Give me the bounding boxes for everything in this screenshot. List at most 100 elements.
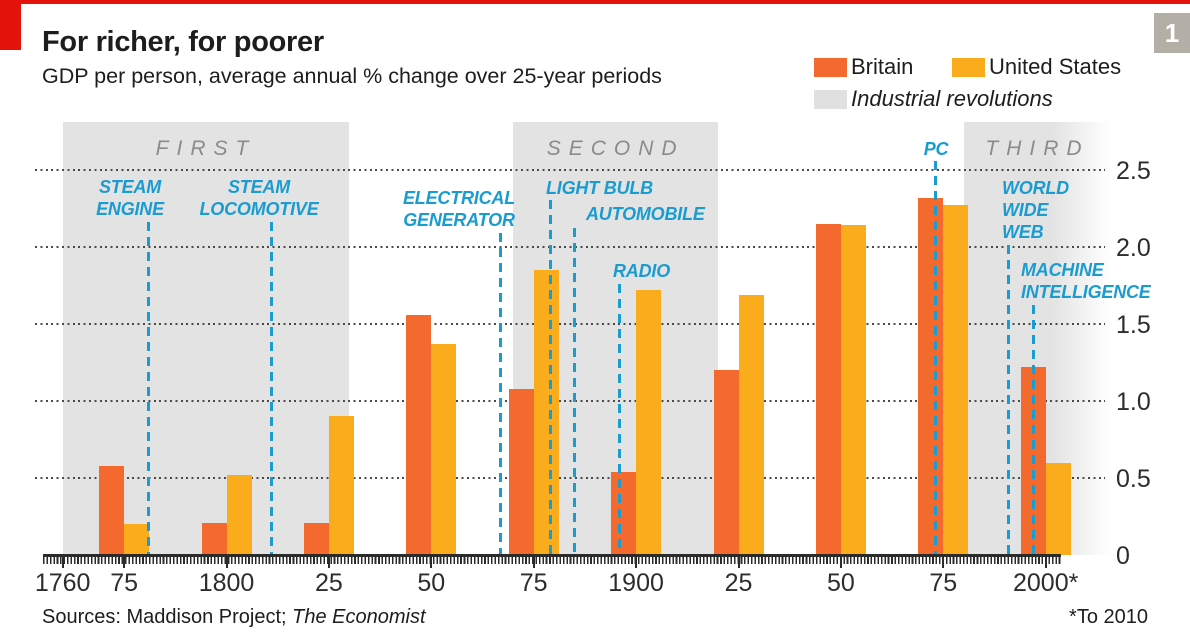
gridline-1.0 [35, 400, 1105, 402]
x-axis-label-1975: 75 [929, 569, 958, 597]
invention-marker-automobile [573, 228, 577, 555]
x-axis-label-1825: 25 [314, 569, 343, 597]
x-axis-label-1850: 50 [417, 569, 446, 597]
invention-label-line: GENERATOR [403, 210, 515, 230]
band-label-first: FIRST [155, 137, 257, 160]
top-red-rule [0, 0, 1190, 4]
bar-britain-1850 [406, 314, 432, 555]
x-axis-major-tick-1850 [430, 556, 433, 568]
x-axis-major-tick-1775 [123, 556, 126, 568]
bar-united-states-1925 [738, 294, 764, 555]
bar-united-states-1900 [636, 290, 662, 555]
invention-label-line: LIGHT BULB [546, 178, 653, 198]
y-axis-label-1.0: 1.0 [1116, 388, 1151, 416]
invention-marker-steam-locomotive [270, 222, 274, 555]
legend-label-britain: Britain [851, 54, 914, 79]
x-axis-major-tick-1760 [61, 556, 64, 568]
x-axis-label-1875: 75 [519, 569, 548, 597]
bar-united-states-1875 [533, 270, 559, 555]
x-axis-major-tick-1925 [737, 556, 740, 568]
bar-united-states-1775 [124, 524, 150, 555]
invention-label-line: STEAM [227, 177, 290, 197]
invention-marker-light-bulb [548, 200, 552, 555]
sources-publication: The Economist [292, 606, 426, 628]
invention-label-pc: PC [826, 138, 1046, 160]
x-axis-label-1925: 25 [724, 569, 753, 597]
bar-united-states-1850 [431, 344, 457, 555]
bar-united-states-1825 [328, 416, 354, 555]
invention-label-light-bulb: LIGHT BULB [546, 177, 776, 199]
x-axis-major-tick-1950 [839, 556, 842, 568]
bar-britain-1950 [815, 223, 841, 555]
gridline-2.0 [35, 246, 1105, 248]
invention-label-radio: RADIO [613, 260, 843, 282]
x-axis-label-1900: 1900 [608, 569, 664, 597]
invention-marker-electrical-generator [499, 233, 503, 555]
invention-marker-steam-engine [147, 222, 151, 555]
bar-britain-1775 [99, 465, 125, 555]
invention-label-line: MACHINE [1021, 260, 1104, 280]
invention-label-steam-engine: STEAM ENGINE [20, 176, 240, 220]
legend-label-united-states: United States [989, 54, 1122, 79]
sources-text: Sources: Maddison Project; [42, 606, 293, 628]
invention-label-line: LOCOMOTIVE [199, 199, 319, 219]
bar-britain-1875 [508, 388, 534, 555]
invention-label-line: INTELLIGENCE [1021, 282, 1151, 302]
y-axis-label-0.5: 0.5 [1116, 465, 1151, 493]
band-label-third: THIRD [985, 137, 1090, 160]
gridline-1.5 [35, 323, 1105, 325]
band-label-second: SECOND [546, 137, 685, 160]
chart-subtitle: GDP per person, average annual % change … [42, 64, 662, 88]
invention-label-line: WORLD [1002, 178, 1069, 198]
bar-united-states-2000 [1045, 462, 1071, 555]
chart-title: For richer, for poorer [42, 26, 324, 58]
x-axis-major-tick-1900 [635, 556, 638, 568]
invention-label-automobile: AUTOMOBILE [586, 203, 816, 225]
legend-label-industrial-revolutions: Industrial revolutions [851, 86, 1053, 111]
invention-label-line: STEAM [98, 177, 161, 197]
invention-label-line: WEB [1002, 222, 1044, 242]
invention-label-line: AUTOMOBILE [586, 204, 705, 224]
bar-united-states-1975 [943, 205, 969, 555]
invention-label-line: PC [923, 139, 949, 159]
x-axis-minor-ticks [43, 556, 1061, 564]
x-axis-major-tick-1800 [225, 556, 228, 568]
x-axis-major-tick-1975 [942, 556, 945, 568]
x-axis-label-2000: 2000* [1013, 569, 1079, 597]
x-axis-label-1950: 50 [826, 569, 855, 597]
x-axis-label-1775: 75 [110, 569, 138, 597]
bar-britain-1975 [918, 197, 944, 555]
x-axis-major-tick-2000 [1044, 556, 1047, 568]
page-number-badge: 1 [1154, 13, 1190, 53]
bar-united-states-1800 [226, 474, 252, 555]
invention-label-line: ELECTRICAL [403, 188, 515, 208]
y-axis-label-2.0: 2.0 [1116, 234, 1151, 262]
y-axis-label-2.5: 2.5 [1116, 157, 1151, 185]
footnote: *To 2010 [1069, 606, 1148, 628]
bar-britain-1800 [201, 522, 227, 555]
bar-united-states-1950 [840, 225, 866, 555]
legend-swatch-industrial-revolutions [814, 90, 847, 109]
invention-label-line: RADIO [613, 261, 670, 281]
invention-marker-radio [618, 284, 622, 555]
x-axis-major-tick-1875 [532, 556, 535, 568]
x-axis-line [43, 554, 1061, 557]
invention-marker-machine-intelligence [1031, 305, 1035, 555]
invention-marker-pc [933, 161, 937, 555]
x-axis-major-tick-1825 [327, 556, 330, 568]
invention-label-line: WIDE [1002, 200, 1049, 220]
invention-marker-world-wide-web [1007, 245, 1011, 555]
invention-label-line: ENGINE [96, 199, 164, 219]
gridline-0.5 [35, 477, 1105, 479]
x-axis-label-1800: 1800 [198, 569, 255, 597]
invention-label-electrical-generator: ELECTRICAL GENERATOR [349, 187, 569, 231]
legend-swatch-united-states [952, 58, 985, 77]
bar-britain-1925 [713, 370, 739, 555]
bar-britain-1825 [303, 522, 329, 555]
y-axis-label-1.5: 1.5 [1116, 311, 1151, 339]
gridline-2.5 [35, 169, 1105, 171]
red-corner-tab [0, 0, 21, 50]
y-axis-label-0: 0 [1116, 542, 1130, 570]
invention-label-machine-intelligence: MACHINE INTELLIGENCE [1021, 259, 1190, 303]
